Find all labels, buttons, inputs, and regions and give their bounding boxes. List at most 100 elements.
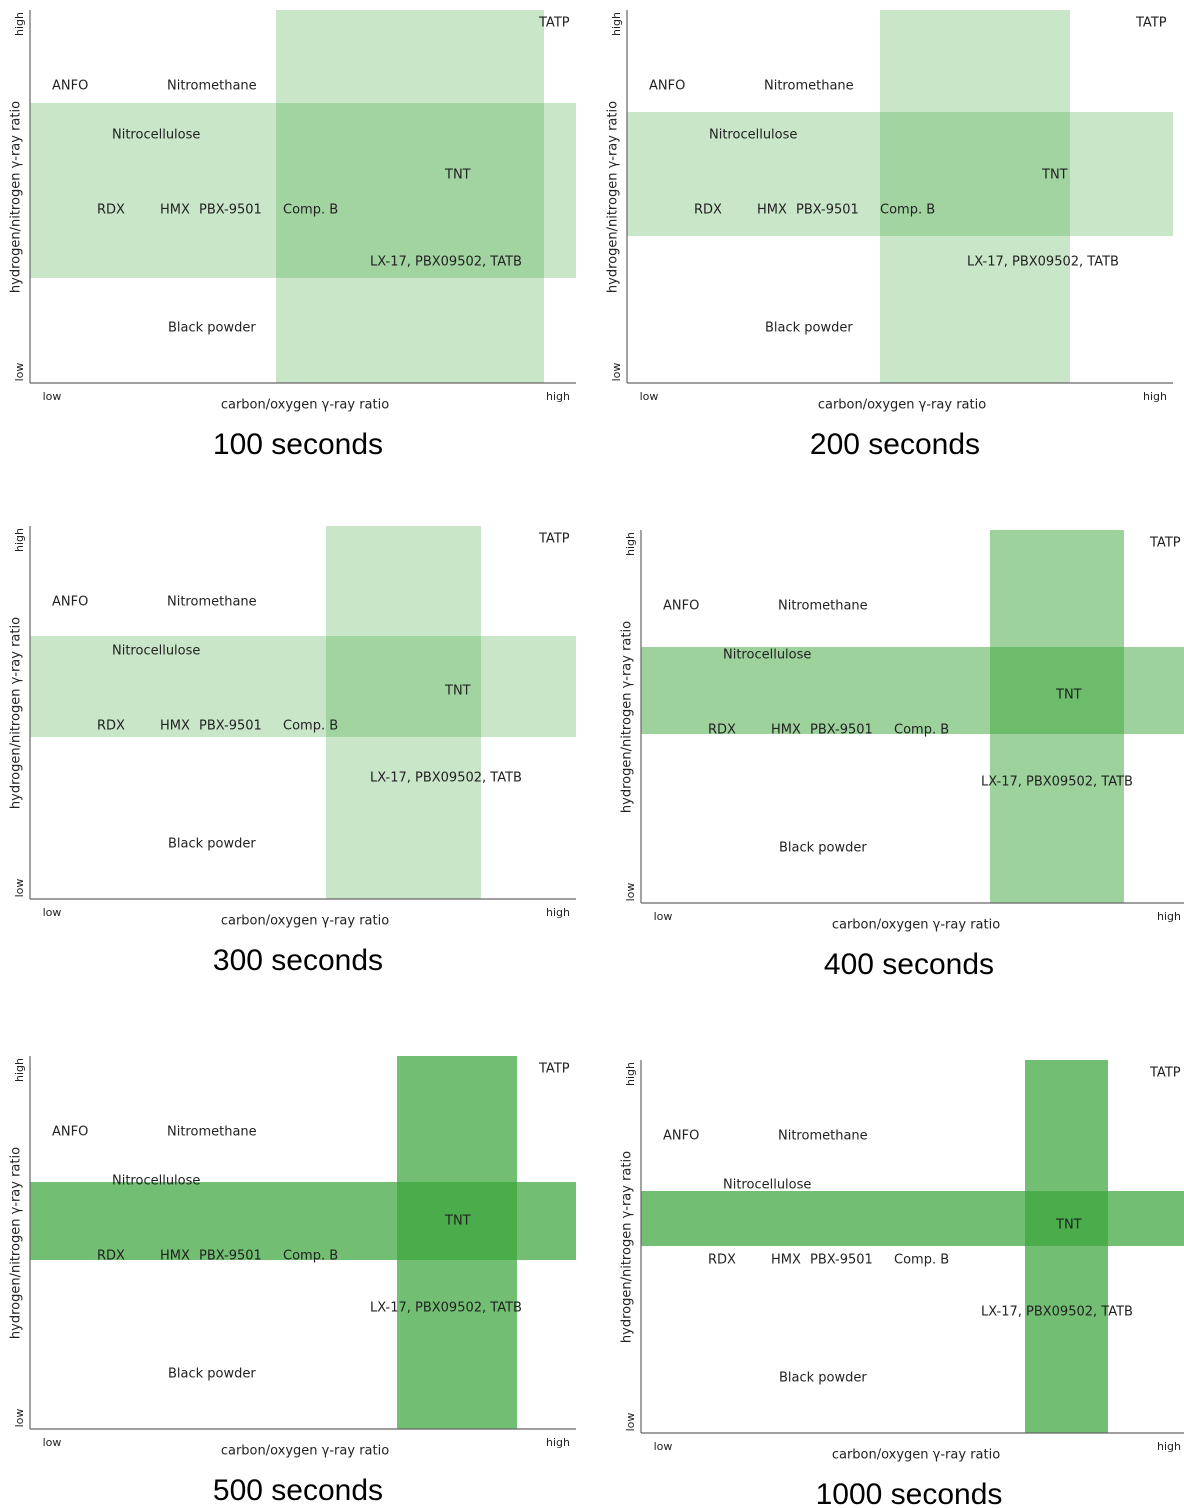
material-label: HMX [160, 719, 190, 734]
x-axis-label: carbon/oxygen γ-ray ratio [818, 398, 986, 413]
material-label: PBX-9501 [199, 719, 262, 734]
x-axis-label: carbon/oxygen γ-ray ratio [221, 914, 389, 929]
material-label: TNT [1055, 688, 1082, 703]
x-low-label: low [43, 390, 62, 403]
material-label: HMX [160, 203, 190, 218]
material-label: Nitrocellulose [112, 1174, 200, 1189]
material-label: TATP [538, 16, 570, 31]
x-high-label: high [1143, 390, 1167, 403]
vertical-band [326, 526, 481, 899]
vertical-band [880, 10, 1070, 383]
material-label: LX-17, PBX09502, TATB [370, 255, 522, 270]
caption: 100 seconds [213, 428, 383, 461]
horizontal-band [641, 1191, 1184, 1246]
x-axis-label: carbon/oxygen γ-ray ratio [832, 1448, 1000, 1463]
x-low-label: low [43, 1436, 62, 1449]
panel: ANFO Nitromethane Nitrocellulose RDX HMX PBX-… [9, 1056, 576, 1507]
material-label: TNT [444, 1214, 471, 1229]
material-label: TATP [1149, 536, 1181, 551]
material-label: RDX [97, 719, 125, 734]
material-label: LX-17, PBX09502, TATB [967, 255, 1119, 270]
x-high-label: high [1157, 1440, 1181, 1453]
material-label: LX-17, PBX09502, TATB [370, 771, 522, 786]
y-low-label: low [624, 1413, 637, 1432]
caption: 1000 seconds [816, 1478, 1003, 1508]
material-label: RDX [694, 203, 722, 218]
material-label: Nitrocellulose [723, 648, 811, 663]
horizontal-band [30, 636, 576, 737]
y-axis-label: hydrogen/nitrogen γ-ray ratio [606, 101, 621, 293]
panel: ANFO Nitromethane Nitrocellulose RDX HMX PBX-… [9, 526, 576, 977]
material-label: HMX [771, 1253, 801, 1268]
material-label: Comp. B [880, 203, 935, 218]
y-axis-label: hydrogen/nitrogen γ-ray ratio [9, 1147, 24, 1339]
y-high-label: high [13, 1058, 26, 1082]
material-label: Nitrocellulose [709, 128, 797, 143]
y-low-label: low [13, 363, 26, 382]
material-label: Black powder [779, 1371, 867, 1386]
material-label: LX-17, PBX09502, TATB [981, 775, 1133, 790]
material-label: PBX-9501 [796, 203, 859, 218]
material-label: TATP [1149, 1066, 1181, 1081]
material-label: RDX [708, 723, 736, 738]
x-low-label: low [43, 906, 62, 919]
material-label: RDX [97, 203, 125, 218]
y-low-label: low [624, 883, 637, 902]
material-label: Black powder [779, 841, 867, 856]
material-label: HMX [160, 1249, 190, 1264]
material-label: Nitromethane [167, 1125, 257, 1140]
material-label: Nitromethane [167, 595, 257, 610]
panel: ANFO Nitromethane Nitrocellulose RDX HMX PBX-… [9, 10, 576, 461]
material-label: ANFO [663, 599, 699, 614]
horizontal-band [627, 112, 1173, 236]
material-label: Black powder [168, 837, 256, 852]
material-label: TATP [1135, 16, 1167, 31]
vertical-band [276, 10, 544, 383]
y-high-label: high [624, 532, 637, 556]
material-label: Comp. B [894, 723, 949, 738]
material-label: HMX [771, 723, 801, 738]
material-label: ANFO [52, 595, 88, 610]
panel: ANFO Nitromethane Nitrocellulose RDX HMX PBX-… [620, 530, 1184, 981]
material-label: Comp. B [283, 203, 338, 218]
y-high-label: high [13, 528, 26, 552]
material-label: PBX-9501 [199, 203, 262, 218]
material-label: TNT [1055, 1218, 1082, 1233]
material-label: Nitromethane [778, 1129, 868, 1144]
material-label: PBX-9501 [810, 1253, 873, 1268]
material-label: TATP [538, 1062, 570, 1077]
material-label: ANFO [649, 79, 685, 94]
material-label: RDX [97, 1249, 125, 1264]
material-label: Comp. B [283, 1249, 338, 1264]
caption: 200 seconds [810, 428, 980, 461]
material-label: Black powder [168, 1367, 256, 1382]
material-label: Comp. B [894, 1253, 949, 1268]
material-label: Nitrocellulose [112, 128, 200, 143]
material-label: PBX-9501 [199, 1249, 262, 1264]
material-label: Black powder [765, 321, 853, 336]
y-axis-label: hydrogen/nitrogen γ-ray ratio [620, 621, 635, 813]
y-low-label: low [610, 363, 623, 382]
material-label: Nitrocellulose [112, 644, 200, 659]
y-low-label: low [13, 879, 26, 898]
y-axis-label: hydrogen/nitrogen γ-ray ratio [9, 617, 24, 809]
material-label: LX-17, PBX09502, TATB [981, 1305, 1133, 1320]
x-high-label: high [546, 906, 570, 919]
material-label: Comp. B [283, 719, 338, 734]
material-label: TNT [444, 168, 471, 183]
horizontal-band [641, 647, 1184, 734]
caption: 500 seconds [213, 1474, 383, 1507]
panel: ANFO Nitromethane Nitrocellulose RDX HMX PBX-… [620, 1060, 1184, 1508]
x-low-label: low [654, 1440, 673, 1453]
y-axis-label: hydrogen/nitrogen γ-ray ratio [620, 1151, 635, 1343]
material-label: Nitromethane [778, 599, 868, 614]
x-high-label: high [546, 1436, 570, 1449]
material-label: TATP [538, 532, 570, 547]
panel: ANFO Nitromethane Nitrocellulose RDX HMX PBX-… [606, 10, 1173, 461]
y-high-label: high [610, 12, 623, 36]
y-high-label: high [624, 1062, 637, 1086]
material-label: TNT [1041, 168, 1068, 183]
material-label: ANFO [52, 79, 88, 94]
x-axis-label: carbon/oxygen γ-ray ratio [221, 398, 389, 413]
x-high-label: high [1157, 910, 1181, 923]
